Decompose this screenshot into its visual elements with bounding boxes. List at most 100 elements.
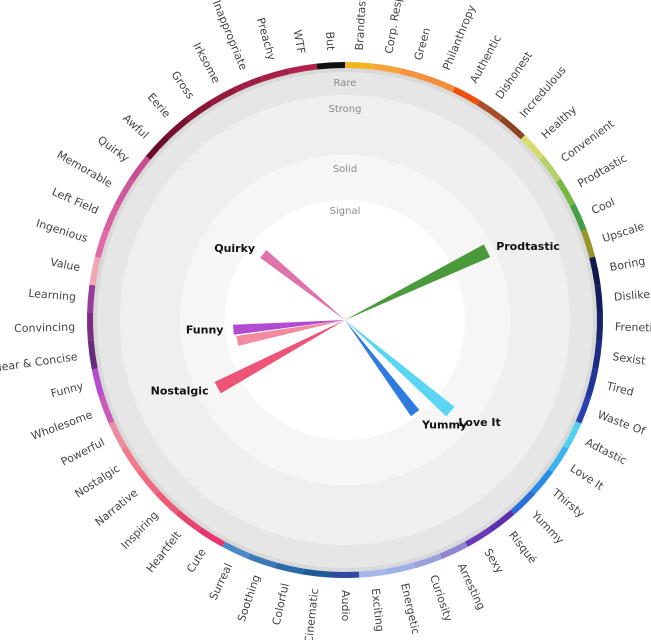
- category-label-audio: Audio: [339, 590, 352, 622]
- category-label-thirsty: Thirsty: [549, 486, 588, 521]
- category-label-funny: Funny: [49, 379, 85, 400]
- band-segment-waste-of: [575, 395, 592, 424]
- band-segment-corp-resp: [372, 63, 402, 75]
- band-segment-cool: [569, 203, 587, 232]
- category-label-upscale: Upscale: [601, 220, 647, 245]
- category-label-cool: Cool: [589, 195, 616, 217]
- category-label-learning: Learning: [28, 287, 77, 304]
- spike-quirky: [260, 249, 345, 320]
- band-segment-sexist: [592, 340, 603, 370]
- category-label-boring: Boring: [609, 255, 647, 275]
- category-label-narrative: Narrative: [93, 486, 141, 529]
- category-label-eerie: Eerie: [145, 91, 173, 121]
- spike-label-funny: Funny: [186, 323, 224, 336]
- ring-label-strong: Strong: [329, 104, 362, 115]
- band-segment-philanthropy: [426, 75, 456, 93]
- spike-yummy: [345, 320, 420, 417]
- band-segment-left-field: [103, 203, 121, 232]
- intensity-spikes: [214, 244, 491, 417]
- category-label-green: Green: [412, 26, 434, 62]
- category-label-brandtastic: Brandtastic: [353, 0, 369, 51]
- category-label-memorable: Memorable: [55, 148, 115, 190]
- band-segment-audio: [330, 571, 360, 578]
- category-label-corp-resp: Corp. Resp.: [383, 0, 406, 55]
- category-label-prodtastic: Prodtastic: [575, 152, 629, 191]
- category-label-surreal: Surreal: [207, 561, 235, 602]
- band-segment-irksome: [209, 86, 238, 106]
- spike-unlabeled-4: [236, 320, 345, 346]
- band-segment-exciting: [358, 568, 388, 578]
- category-label-powerful: Powerful: [59, 436, 107, 469]
- category-label-cinematic: Cinematic: [302, 588, 321, 640]
- band-segment-eerie: [165, 116, 191, 140]
- category-label-nostalgic: Nostalgic: [73, 462, 123, 501]
- band-segment-prodtastic: [555, 178, 576, 207]
- category-label-risqu: Risqué: [506, 529, 539, 566]
- band-segment-but: [316, 62, 345, 70]
- category-label-inspiring: Inspiring: [119, 509, 161, 552]
- spike-label-quirky: Quirky: [214, 242, 255, 255]
- category-label-dislike: Dislike: [613, 288, 650, 304]
- band-segment-clear-and-concise: [87, 340, 98, 370]
- spike-label-yummy: Yummy: [421, 419, 467, 432]
- category-label-adtastic: Adtastic: [583, 436, 629, 468]
- band-segment-surreal: [222, 541, 251, 560]
- category-label-heartfelt: Heartfelt: [144, 528, 185, 575]
- band-segment-narrative: [137, 469, 160, 495]
- band-segment-dishonest: [476, 100, 504, 122]
- band-segment-arresting: [439, 541, 468, 560]
- category-label-convincing: Convincing: [14, 320, 75, 335]
- category-label-left-field: Left Field: [50, 185, 101, 217]
- ring-label-solid: Solid: [333, 164, 357, 175]
- category-label-energetic: Energetic: [398, 582, 422, 636]
- category-label-awful: Awful: [120, 112, 151, 142]
- category-label-exciting: Exciting: [369, 588, 387, 633]
- band-segment-convincing: [86, 312, 94, 342]
- band-segment-inspiring: [155, 490, 180, 515]
- category-label-frenetic: Frenetic: [615, 320, 651, 334]
- band-segment-gross: [186, 100, 214, 122]
- band-segment-energetic: [386, 562, 416, 575]
- category-label-love-it: Love It: [568, 462, 607, 493]
- band-segment-soothing: [247, 553, 277, 569]
- category-label-yummy: Yummy: [528, 508, 567, 547]
- category-label-waste-of: Waste Of: [596, 408, 648, 438]
- category-label-quirky: Quirky: [95, 133, 132, 165]
- category-label-arresting: Arresting: [455, 561, 488, 612]
- category-label-value: Value: [49, 256, 81, 275]
- category-label-tired: Tired: [604, 379, 635, 399]
- category-label-philanthropy: Philanthropy: [440, 3, 478, 72]
- band-segment-wtf: [288, 63, 318, 75]
- band-segment-cute: [197, 527, 226, 547]
- band-segment-brandtastic: [345, 62, 374, 70]
- band-segment-awful: [145, 135, 170, 160]
- band-segment-preachy: [261, 68, 290, 82]
- category-label-sexy: Sexy: [481, 546, 506, 576]
- band-segment-funny: [91, 368, 105, 398]
- band-segment-wholesome: [98, 395, 115, 424]
- band-segment-colorful: [274, 562, 304, 575]
- band-segment-frenetic: [596, 312, 604, 342]
- category-label-preachy: Preachy: [254, 16, 279, 62]
- category-label-soothing: Soothing: [235, 573, 263, 623]
- band-segment-risqu: [488, 510, 515, 533]
- band-segment-incredulous: [499, 116, 525, 140]
- spike-label-love-it: Love It: [458, 416, 500, 429]
- band-segment-authentic: [452, 86, 481, 106]
- category-label-clear-and-concise: Clear & Concise: [0, 350, 79, 375]
- category-label-ingenious: Ingenious: [35, 217, 90, 245]
- category-label-but: But: [323, 31, 337, 51]
- ring-label-signal: Signal: [330, 206, 361, 217]
- band-segment-memorable: [114, 178, 135, 207]
- band-segment-thirsty: [530, 469, 553, 495]
- intensity-ring-labels: Signal Solid Strong Rare: [329, 78, 362, 217]
- ring-label-rare: Rare: [334, 78, 357, 89]
- band-segment-healthy: [520, 135, 545, 160]
- band-segment-curiosity: [413, 553, 443, 569]
- band-segment-tired: [585, 368, 599, 398]
- category-label-dishonest: Dishonest: [493, 49, 535, 102]
- band-segment-inappropriate: [234, 75, 264, 93]
- band-segment-quirky: [129, 155, 151, 183]
